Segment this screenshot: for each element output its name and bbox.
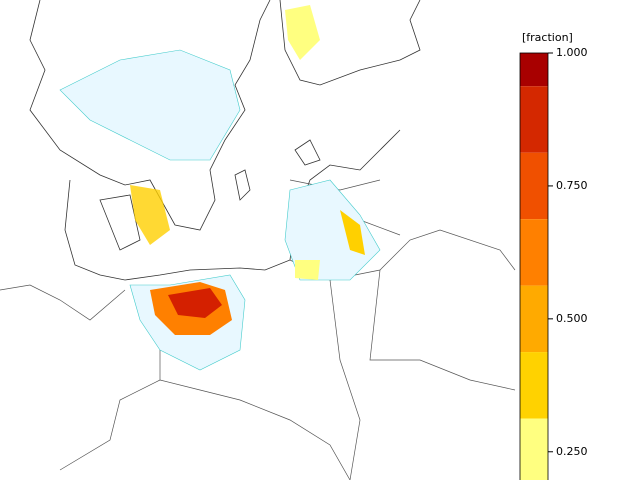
field-low	[284, 179, 381, 281]
colorbar-band	[520, 418, 548, 480]
colorbar-band	[520, 152, 548, 220]
map	[0, 0, 516, 480]
field-low	[59, 49, 241, 161]
field-patch	[340, 210, 365, 255]
fraction-field	[59, 5, 381, 371]
colorbar-band	[520, 352, 548, 419]
colorbar-band	[520, 219, 548, 286]
colorbar-tick-label: 0.500	[556, 312, 588, 325]
coastline-scandinavia	[29, 0, 271, 231]
coastline-denmark	[64, 179, 141, 281]
field-patch	[295, 260, 320, 280]
colorbar-band	[520, 53, 548, 87]
map-background	[0, 0, 515, 480]
colorbar-title: [fraction]	[522, 31, 573, 44]
field-high	[168, 288, 222, 318]
colorbar-tick-label: 1.000	[556, 46, 588, 59]
field-patch	[285, 5, 320, 60]
colorbar-band	[520, 285, 548, 353]
colorbar: 1.000 0.750 0.500 0.250	[519, 46, 588, 480]
colorbar-tick-label: 0.250	[556, 445, 588, 458]
colorbar-band	[520, 86, 548, 153]
coastline-islands	[234, 139, 321, 201]
coastline-finland	[279, 0, 421, 86]
field-patch	[130, 185, 170, 245]
colorbar-tick-label: 0.750	[556, 179, 588, 192]
colorbar-frame	[519, 52, 549, 480]
